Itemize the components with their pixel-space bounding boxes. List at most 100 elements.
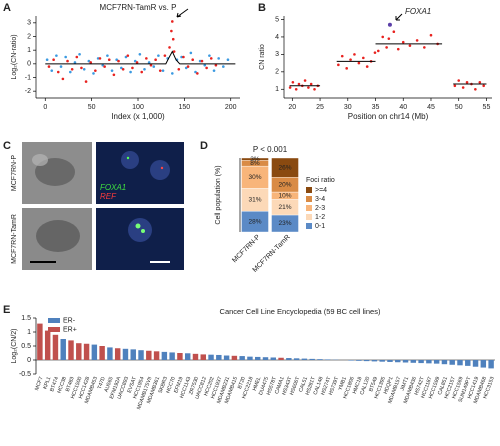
bar — [122, 348, 129, 360]
x-tick-label: BT474 — [49, 376, 60, 393]
point — [96, 57, 100, 60]
point — [205, 66, 208, 70]
bar — [114, 348, 121, 360]
x-tick-label: 45 — [427, 104, 435, 111]
point — [313, 87, 316, 91]
point — [131, 66, 134, 70]
cell-cluster — [32, 154, 48, 166]
x-tick-label: SKBR3 — [158, 376, 169, 394]
point — [415, 39, 419, 42]
point — [171, 20, 174, 23]
x-tick-label: MCF7 — [34, 376, 45, 391]
point — [203, 63, 207, 67]
legend-swatch — [48, 327, 60, 332]
point — [158, 69, 162, 72]
point — [401, 40, 405, 44]
x-tick-label: EFM19 — [173, 376, 184, 394]
point — [385, 46, 388, 49]
channel-label: REF — [100, 192, 117, 201]
value-label: 31% — [248, 197, 261, 204]
point — [135, 61, 139, 64]
point — [163, 54, 167, 57]
point — [98, 57, 102, 60]
point — [189, 51, 193, 55]
bar — [348, 360, 354, 361]
bar — [426, 360, 432, 364]
x-tick-label: 50 — [455, 104, 463, 111]
point — [177, 68, 181, 71]
point — [396, 47, 400, 51]
point — [52, 58, 55, 62]
bar — [441, 360, 448, 365]
bar — [60, 339, 66, 360]
point — [117, 59, 120, 63]
chart-title: Cancer Cell Line Encyclopedia (59 BC cel… — [220, 307, 381, 316]
foci — [126, 156, 130, 160]
x-tick-label: 50 — [88, 104, 96, 111]
point — [303, 79, 307, 82]
point — [55, 54, 58, 57]
bar — [247, 356, 253, 360]
bar — [488, 360, 494, 369]
value-label: 20% — [278, 181, 291, 188]
bar — [99, 346, 105, 360]
point — [124, 55, 128, 59]
point — [161, 69, 165, 72]
bar — [465, 360, 471, 366]
value-label: 28% — [248, 218, 261, 225]
x-tick-label: BT20 — [237, 376, 247, 390]
row-label: MCF7RN-P — [11, 155, 18, 191]
x-tick-label: 35 — [372, 104, 380, 111]
point — [50, 69, 54, 72]
point — [154, 58, 157, 62]
chart-title: MCF7RN-TamR vs. P — [100, 3, 177, 12]
point — [357, 61, 361, 65]
point — [376, 49, 380, 53]
point — [120, 66, 123, 70]
x-tick-label: 0 — [43, 104, 47, 111]
point — [337, 63, 340, 67]
point — [80, 66, 83, 70]
point — [157, 54, 160, 57]
point — [129, 70, 132, 74]
bar — [317, 359, 323, 360]
point — [138, 52, 142, 56]
x-tick-label: 40 — [399, 104, 407, 111]
point — [64, 55, 67, 59]
point — [461, 86, 465, 89]
point — [387, 37, 391, 40]
bar — [325, 359, 331, 360]
point — [82, 68, 86, 71]
x-tick-label: ZR7530 — [188, 376, 200, 396]
chart-title: P < 0.001 — [253, 145, 288, 154]
point — [126, 54, 130, 57]
y-axis-label: Cell population (%) — [215, 165, 222, 224]
point — [429, 33, 433, 37]
channel-label: FOXA1 — [100, 183, 126, 192]
panel-label: D — [200, 140, 208, 152]
point — [61, 77, 65, 81]
point — [307, 86, 310, 89]
micrographs: FOXA1 REF MCF7RN-P MCF7RN-TamR — [11, 142, 184, 270]
point — [196, 72, 199, 75]
value-label: 26% — [278, 164, 291, 171]
point — [345, 67, 348, 70]
bar — [239, 356, 245, 360]
point — [353, 53, 356, 56]
bar — [293, 358, 300, 360]
bar — [208, 354, 214, 360]
bar — [286, 358, 292, 360]
point — [103, 65, 106, 68]
point — [121, 68, 125, 71]
point — [362, 56, 365, 60]
bar — [472, 360, 479, 367]
value-label: 30% — [248, 174, 261, 181]
panel-label: B — [258, 2, 266, 14]
x-tick-label: JIMT1 — [400, 376, 411, 392]
point — [474, 87, 477, 91]
nucleus — [128, 218, 152, 242]
point — [87, 59, 91, 63]
foci — [160, 166, 164, 170]
segment-line — [45, 50, 236, 65]
x-tick-label: YMB1 — [337, 376, 348, 391]
